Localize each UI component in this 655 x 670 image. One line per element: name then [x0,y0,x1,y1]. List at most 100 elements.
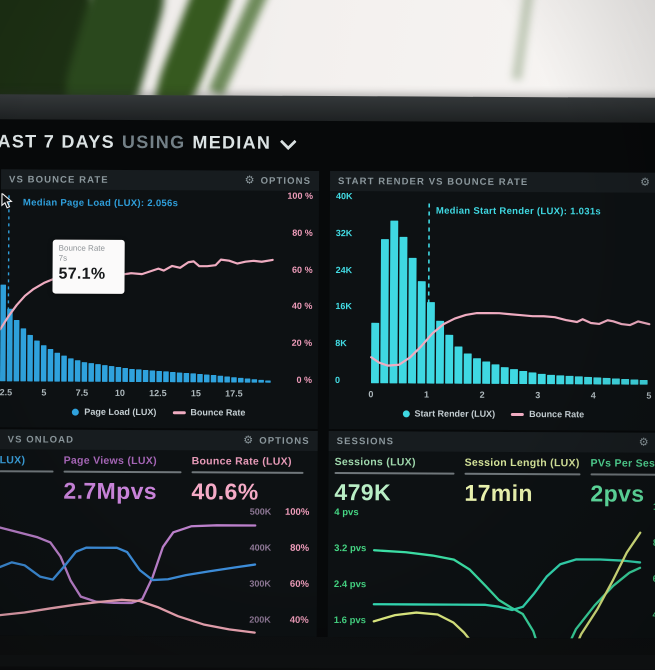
options-label: OPTIONS [261,175,312,186]
axis-row: 300K 60% [239,579,309,590]
stat-label: Session Length (LUX) [465,457,581,470]
axis-tick: 5 [636,391,655,401]
legend-dot-icon [72,408,79,415]
title-metric: MEDIAN [192,132,271,153]
sessions-trend-chart[interactable] [328,508,655,639]
dashboard-screen: LAST 7 DAYS USING MEDIAN VS BOUNCE RATE … [0,119,655,638]
options-button[interactable]: ⚙ [640,177,651,188]
axis-row: 200K 40% [239,615,309,626]
axis-tick: 100 % [287,191,313,201]
tooltip-subtitle: 7s [59,254,119,264]
monitor-bezel: LAST 7 DAYS USING MEDIAN VS BOUNCE RATE … [0,94,655,670]
legend-page-load[interactable]: Page Load (LUX) [72,407,156,417]
axis-row: 400K 80% [239,543,309,554]
axis-tick: 0 % [296,375,312,385]
legend-start-render[interactable]: Start Render (LUX) [403,408,496,418]
panel-header-title: VS BOUNCE RATE [9,174,109,186]
pvs-axis-tick: 2.4 pvs [334,579,366,590]
axis-tick: 40 % [292,301,313,311]
axis-tick: 5 [31,387,57,397]
axis-tick: 0 [335,375,340,385]
axis-tick: 16K [335,301,352,311]
stat-value: 17min [464,480,580,508]
panel-header-title: SESSIONS [337,436,394,447]
start-render-chart[interactable] [329,195,655,391]
pvs-axis-tick: 4 pvs [334,507,358,518]
legend-label: Page Load (LUX) [84,407,156,417]
legend-bounce-rate[interactable]: Bounce Rate [172,407,245,417]
axis-tick: 32K [336,228,353,238]
stat-value: 2.7Mpvs [63,478,181,506]
panel-vs-onload: VS ONLOAD ⚙ OPTIONS LUX) Page Views (LUX)… [0,429,318,638]
stat-bounce-rate-lux-: Bounce Rate (LUX) 40.6% [191,455,313,506]
stat-underline [335,472,455,475]
panel-header-title: START RENDER VS BOUNCE RATE [338,176,528,188]
stat-underline [192,471,304,474]
panel-header-title: VS ONLOAD [8,434,74,445]
stat-label: Page Views (LUX) [64,455,182,468]
pct-axis-tick: 60% [279,579,309,590]
stat-label: PVs Per Sessio [591,457,655,470]
stat-underline [64,471,182,474]
axis-tick: 60 % [292,264,313,274]
chart-tooltip: Bounce Rate 7s 57.1% [52,240,124,294]
stat-session-length-lux-: Session Length (LUX) 17min [464,457,590,508]
k-axis-tick: 400K [239,543,271,553]
stat-sessions-lux-: Sessions (LUX)479K [334,456,464,507]
options-button[interactable]: ⚙ [639,437,650,448]
options-button[interactable]: ⚙ OPTIONS [245,175,311,186]
pct-axis-tick: 100% [279,507,309,518]
chevron-down-icon [280,133,297,150]
gear-icon: ⚙ [639,437,650,448]
stat-underline [0,470,54,472]
stat-value: 479K [334,479,454,507]
legend-dash-icon [511,412,524,415]
k-axis-tick: 200K [239,615,271,625]
legend-label: Bounce Rate [529,409,584,419]
axis-row: 500K 100% [239,507,309,518]
axis-tick: 7.5 [69,388,95,398]
pct-axis-tick: 40% [279,615,309,626]
legend-label: Bounce Rate [190,407,245,417]
stat-lux-: LUX) [0,454,64,504]
title-range: LAST 7 DAYS [0,131,115,153]
stat-underline [465,473,581,476]
gear-icon: ⚙ [243,435,254,446]
legend-dot-icon [403,410,410,417]
pct-axis-tick: 80% [279,543,309,554]
k-axis-tick: 300K [239,579,271,589]
stat-page-views-lux-: Page Views (LUX) 2.7Mpvs [63,455,191,506]
axis-tick: 3 [525,390,551,400]
k-axis-tick: 500K [239,507,271,517]
axis-tick: 15 [183,388,209,398]
axis-tick: 4 [580,390,606,400]
date-range-dropdown[interactable]: LAST 7 DAYS USING MEDIAN [0,131,294,154]
axis-tick: 2.5 [0,387,19,397]
gear-icon: ⚙ [640,177,651,188]
y-axis-right: 100 %80 %60 %40 %20 %0 % [286,191,313,385]
legend-bounce-rate[interactable]: Bounce Rate [511,409,584,419]
axis-tick: 0 [358,389,384,399]
pvs-axis-tick: 1.6 pvs [334,615,366,626]
tooltip-title: Bounce Rate [59,244,119,254]
title-using: USING [122,132,186,153]
options-button[interactable]: ⚙ OPTIONS [243,435,309,446]
panel-page-load-vs-bounce: VS BOUNCE RATE ⚙ OPTIONS Median Page Loa… [0,169,319,429]
stat-label: LUX) [0,454,54,466]
axis-tick: 20 % [292,338,313,348]
stat-value: 40.6% [191,478,303,506]
median-annotation: Median Page Load (LUX): 2.056s [23,197,178,209]
stat-value: 2pvs [590,480,655,508]
page-load-chart[interactable] [0,193,319,389]
panel-start-render-vs-bounce: START RENDER VS BOUNCE RATE ⚙ Median Sta… [329,171,655,431]
tooltip-value: 57.1% [59,266,119,284]
mouse-cursor-icon [1,193,15,209]
axis-tick: 17.5 [221,388,247,398]
stats-row: LUX) Page Views (LUX) 2.7Mpvs Bounce Rate (… [0,449,318,506]
stat-label: Bounce Rate (LUX) [192,455,304,468]
